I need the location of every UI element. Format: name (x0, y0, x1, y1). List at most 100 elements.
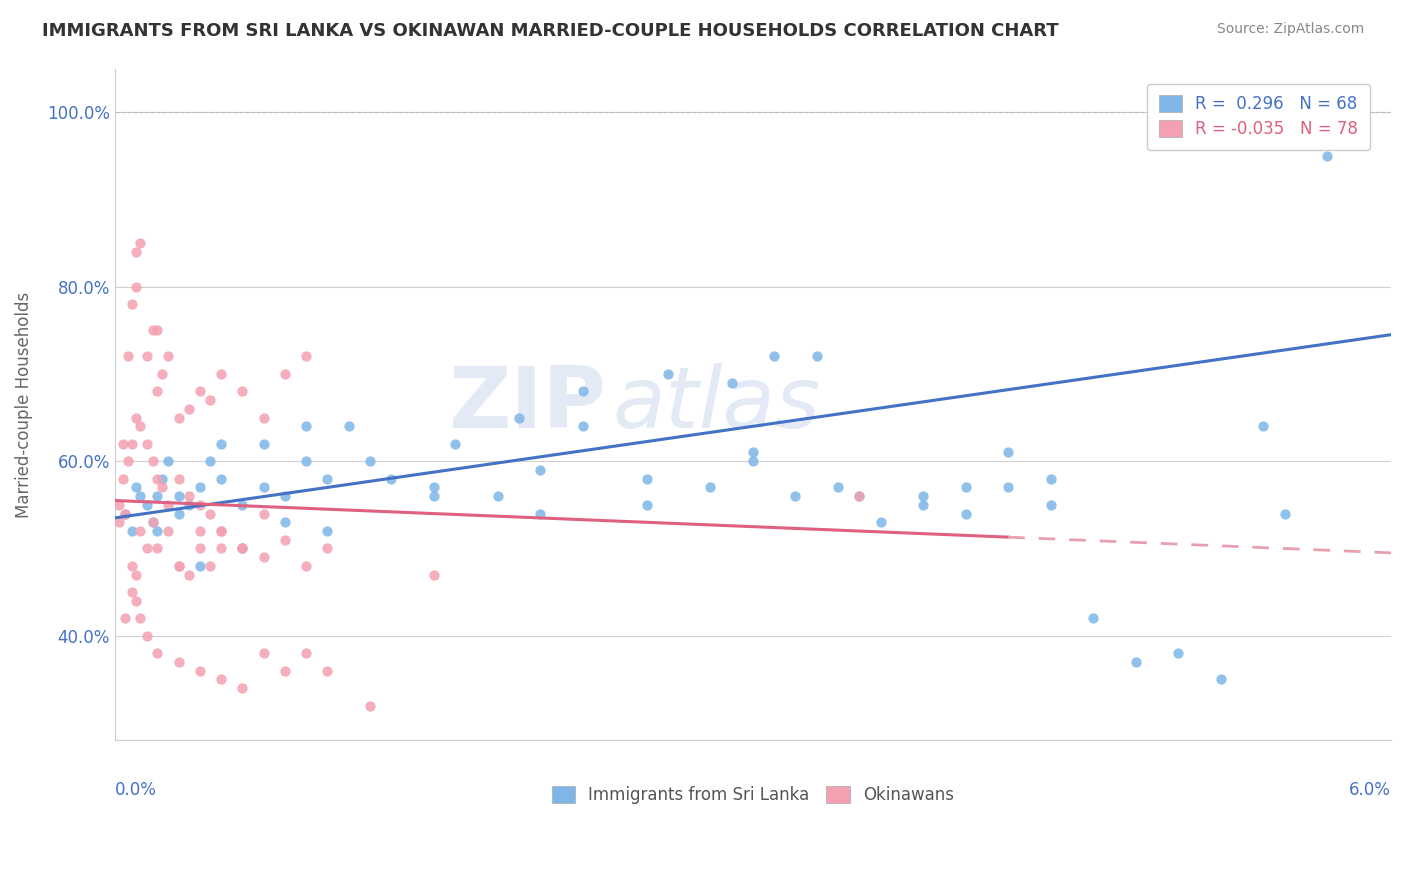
Point (167, 558, 190, 573)
Point (135, 436, 157, 450)
Legend: Immigrants from Sri Lanka, Okinawans: Immigrants from Sri Lanka, Okinawans (543, 778, 962, 813)
Point (146, 472, 169, 486)
Point (1083, 611, 1105, 625)
Point (1209, 673, 1232, 687)
Point (121, 558, 143, 573)
Point (295, 646, 318, 660)
Point (167, 558, 190, 573)
Point (209, 436, 232, 450)
Point (763, 350, 786, 364)
Point (121, 297, 143, 311)
Text: ZIP: ZIP (449, 363, 606, 446)
Point (146, 541, 169, 556)
Point (444, 436, 467, 450)
Point (129, 235, 152, 250)
Point (200, 558, 222, 573)
Point (114, 611, 136, 625)
Point (146, 384, 169, 399)
Point (142, 454, 165, 468)
Point (231, 681, 253, 695)
Text: 0.0%: 0.0% (115, 780, 156, 799)
Point (125, 410, 148, 425)
Point (1274, 507, 1296, 521)
Y-axis label: Married-couple Households: Married-couple Households (15, 292, 32, 517)
Point (146, 646, 169, 660)
Point (636, 472, 658, 486)
Point (146, 524, 169, 538)
Point (156, 350, 179, 364)
Point (912, 498, 935, 512)
Point (912, 489, 935, 503)
Point (657, 367, 679, 381)
Point (253, 480, 276, 494)
Point (112, 436, 135, 450)
Point (486, 489, 509, 503)
Point (529, 463, 551, 477)
Point (253, 646, 276, 660)
Point (156, 498, 179, 512)
Point (188, 558, 211, 573)
Point (253, 410, 276, 425)
Point (209, 472, 232, 486)
Point (129, 489, 152, 503)
Point (121, 585, 143, 599)
Point (295, 419, 318, 434)
Point (209, 524, 232, 538)
Point (295, 350, 318, 364)
Text: Source: ZipAtlas.com: Source: ZipAtlas.com (1216, 22, 1364, 37)
Point (741, 445, 763, 459)
Point (188, 498, 211, 512)
Point (129, 419, 152, 434)
Point (167, 472, 190, 486)
Point (274, 516, 297, 530)
Point (121, 524, 143, 538)
Point (200, 393, 222, 408)
Point (200, 454, 222, 468)
Point (231, 541, 253, 556)
Point (741, 454, 763, 468)
Point (188, 541, 211, 556)
Point (112, 472, 135, 486)
Point (114, 507, 136, 521)
Point (188, 524, 211, 538)
Point (571, 419, 593, 434)
Point (156, 524, 179, 538)
Point (359, 454, 381, 468)
Point (146, 323, 169, 337)
Point (295, 558, 318, 573)
Point (316, 541, 339, 556)
Point (806, 350, 828, 364)
Point (209, 541, 232, 556)
Point (848, 489, 870, 503)
Point (179, 498, 201, 512)
Point (231, 541, 253, 556)
Point (167, 489, 190, 503)
Point (508, 410, 530, 425)
Point (423, 489, 446, 503)
Point (125, 480, 148, 494)
Point (179, 489, 201, 503)
Point (785, 489, 807, 503)
Point (135, 498, 157, 512)
Point (997, 445, 1019, 459)
Point (108, 498, 131, 512)
Point (188, 664, 211, 678)
Point (274, 664, 297, 678)
Point (150, 480, 173, 494)
Point (231, 541, 253, 556)
Point (146, 489, 169, 503)
Point (316, 472, 339, 486)
Point (295, 454, 318, 468)
Point (274, 367, 297, 381)
Point (125, 279, 148, 293)
Point (380, 472, 402, 486)
Text: 6.0%: 6.0% (1350, 780, 1391, 799)
Point (179, 401, 201, 416)
Point (253, 436, 276, 450)
Point (699, 480, 721, 494)
Point (253, 507, 276, 521)
Point (997, 480, 1019, 494)
Point (571, 384, 593, 399)
Point (529, 507, 551, 521)
Point (423, 480, 446, 494)
